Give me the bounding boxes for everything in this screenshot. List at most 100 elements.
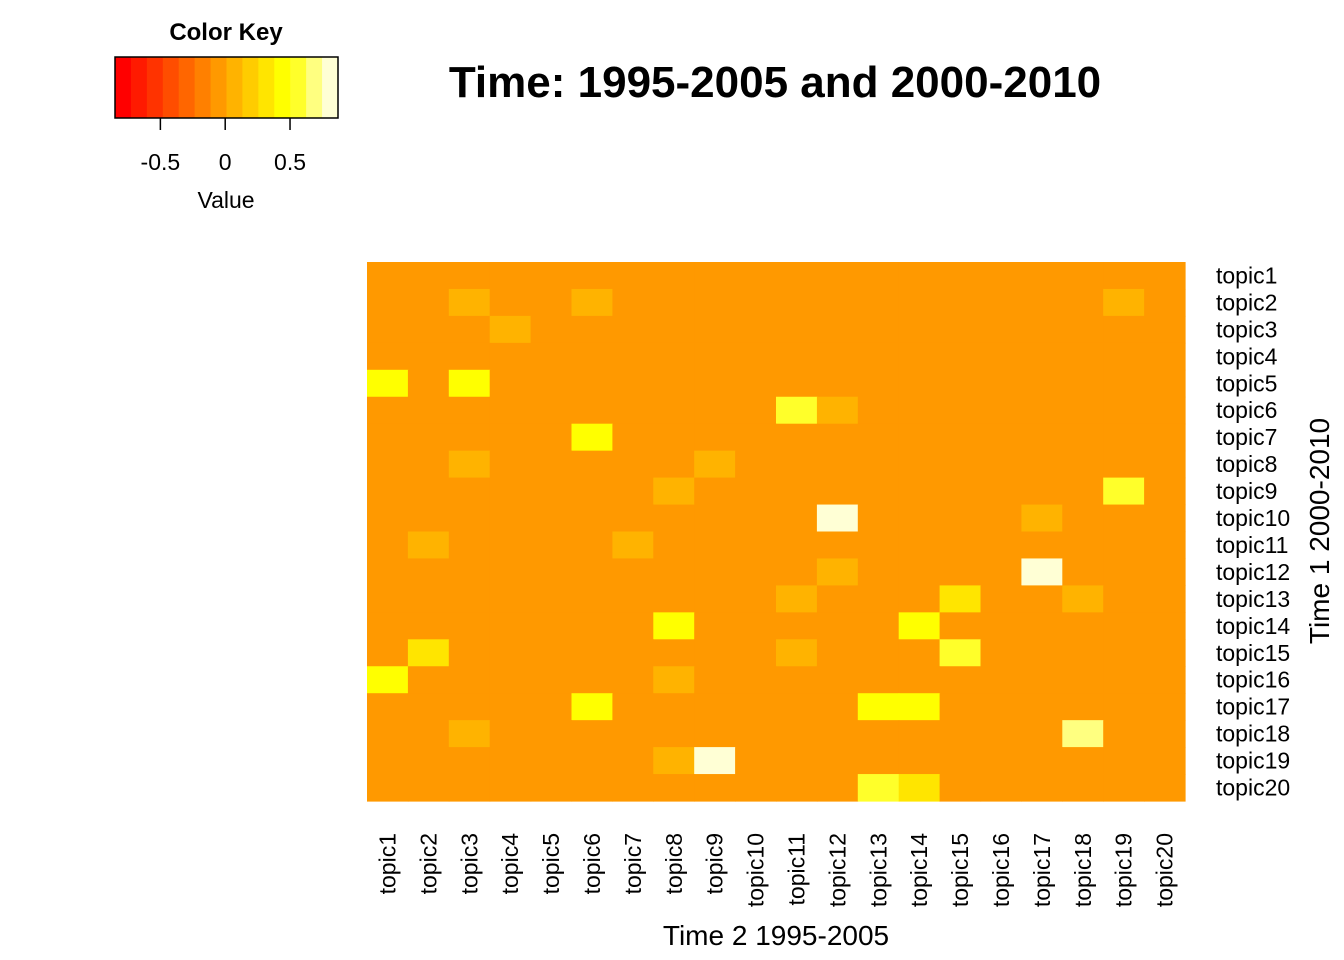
heatmap-cell [407,666,450,694]
heatmap-cell [776,747,818,775]
heatmap-cell [653,342,695,371]
heatmap-cell [898,666,941,694]
heatmap-cell [939,315,982,344]
heatmap-cell [816,396,859,425]
heatmap-cell [489,396,532,425]
heatmap-cell [857,396,900,425]
heatmap-cell [980,747,1022,775]
heatmap-cell [530,288,573,317]
heatmap-cell [980,720,1022,748]
heatmap-cell [816,531,859,560]
heatmap-cell [694,450,736,479]
heatmap-cell [857,747,900,775]
color-key: Color Key -0.5 0 0.5 Value [114,19,339,213]
heatmap-cell [612,720,654,748]
heatmap-cell [816,666,859,694]
heatmap-cell [776,477,818,506]
heatmap-cell [980,288,1022,317]
heatmap-cell [489,369,532,398]
column-label: topic17 [1029,833,1055,907]
heatmap-cell [530,666,573,694]
heatmap-cell [1062,396,1104,425]
heatmap-cell [939,504,982,533]
heatmap-cell [367,450,409,479]
row-label: topic15 [1216,640,1290,666]
heatmap-cell [1021,666,1063,694]
heatmap-cell [1103,396,1145,425]
heatmap-cell [1021,504,1063,533]
row-label: topic3 [1216,316,1277,342]
row-label: topic5 [1216,370,1277,396]
column-label: topic18 [1070,833,1096,907]
heatmap-cell [735,774,777,802]
heatmap-cell [489,720,532,748]
heatmap-cell [367,666,409,694]
heatmap-cell [612,262,654,290]
heatmap-cell [1103,693,1145,721]
heatmap-cell [367,369,409,398]
heatmap-cell [653,531,695,560]
column-label: topic4 [497,833,523,895]
heatmap-cell [407,720,450,748]
heatmap-cell [735,315,777,344]
heatmap-cell [776,504,818,533]
heatmap-cell [653,558,695,586]
heatmap-cell [735,747,777,775]
heatmap-cell [694,666,736,694]
heatmap-cell [1021,720,1063,748]
heatmap-cell [407,558,450,586]
heatmap-cell [530,423,573,452]
heatmap-cell [1021,342,1063,371]
heatmap-cell [571,720,613,748]
heatmap-cell [571,262,613,290]
heatmap-cell [489,585,532,613]
heatmap-cell [1062,531,1104,560]
heatmap-cell [1062,747,1104,775]
heatmap-cell [1144,396,1186,425]
heatmap-cell [1144,450,1186,479]
heatmap-cell [776,720,818,748]
heatmap-cell [407,747,450,775]
heatmap-cell [653,693,695,721]
heatmap-cell [776,262,818,290]
heatmap-cell [367,531,409,560]
heatmap-cell [1062,558,1104,586]
heatmap-cell [735,450,777,479]
heatmap-cell [1144,666,1186,694]
heatmap-cell [980,639,1022,667]
heatmap-cell [939,450,982,479]
heatmap-cell [1021,612,1063,640]
row-label: topic14 [1216,613,1290,639]
heatmap-cell [857,450,900,479]
heatmap-cell [939,423,982,452]
heatmap-cell [735,342,777,371]
heatmap-cell [776,666,818,694]
heatmap-cell [367,396,409,425]
heatmap-cell [776,342,818,371]
heatmap-cell [857,585,900,613]
heatmap-cell [1103,774,1145,802]
heatmap-cell [898,396,941,425]
heatmap-cell [1021,369,1063,398]
heatmap-cell [980,558,1022,586]
heatmap-cell [776,369,818,398]
heatmap-cell [939,477,982,506]
heatmap-cell [898,693,941,721]
row-label: topic9 [1216,478,1277,504]
row-label: topic16 [1216,667,1290,693]
heatmap-cell [612,531,654,560]
heatmap-cell [898,774,941,802]
heatmap-cell [1062,423,1104,452]
heatmap-cell [776,585,818,613]
heatmap-cell [571,612,613,640]
heatmap-cell [857,720,900,748]
heatmap-cell [612,747,654,775]
heatmap-cell [776,450,818,479]
color-key-swatch [115,57,132,118]
heatmap-cell [776,423,818,452]
heatmap-cell [980,612,1022,640]
heatmap-cell [1103,450,1145,479]
heatmap-cell [448,612,491,640]
heatmap-cell [612,342,654,371]
heatmap-cell [367,288,409,317]
